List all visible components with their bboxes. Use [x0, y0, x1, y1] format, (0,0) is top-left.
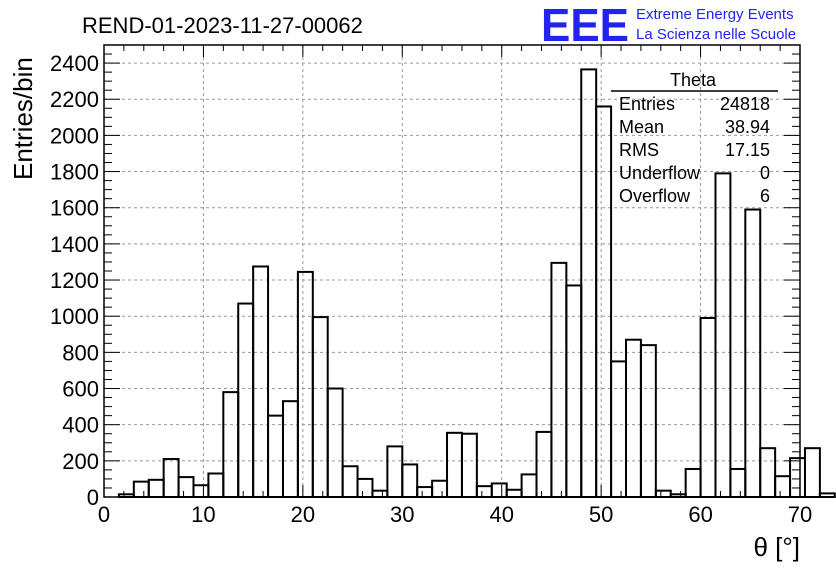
- y-tick-label: 2400: [50, 51, 99, 76]
- x-tick-label: 10: [191, 502, 215, 527]
- histogram-bin: [207, 472, 225, 499]
- histogram-bin: [803, 447, 821, 498]
- y-tick-label: 400: [62, 413, 99, 438]
- histogram-bin: [580, 68, 598, 499]
- histogram-bin: [625, 338, 642, 499]
- histogram-bin: [744, 208, 762, 498]
- histogram-bin: [446, 431, 463, 499]
- logo-line-2: La Scienza nelle Scuole: [636, 26, 796, 43]
- y-tick-label: 0: [87, 485, 99, 510]
- histogram-bin: [356, 477, 374, 499]
- histogram-bin: [460, 432, 478, 498]
- stats-label: Underflow: [619, 163, 701, 183]
- x-axis-title: θ [°]: [753, 532, 800, 562]
- histogram-bin: [699, 317, 717, 498]
- stats-rows: Entries 24818 Mean 38.94 RMS 17.15 Underflow 0 O…: [619, 94, 770, 206]
- stats-title: Theta: [670, 70, 717, 90]
- y-tick-label: 800: [62, 340, 99, 365]
- histogram-bin: [789, 457, 806, 498]
- axis-ticks: [103, 44, 801, 498]
- y-tick-label: 2200: [50, 87, 99, 112]
- histogram-bin: [535, 430, 553, 498]
- x-tick-label: 20: [291, 502, 315, 527]
- stats-value: 6: [760, 186, 770, 206]
- histogram-bin: [252, 265, 270, 499]
- histogram-bin: [192, 484, 210, 498]
- histogram-bin: [565, 284, 583, 498]
- histogram-bin: [371, 489, 389, 498]
- histogram-bin: [401, 463, 419, 498]
- eee-logo: EEE: [541, 0, 629, 51]
- histogram-bin: [326, 387, 344, 498]
- stats-value: 0: [760, 163, 770, 183]
- histogram-bin: [639, 344, 657, 498]
- histogram-bin: [595, 105, 613, 499]
- histogram-bin: [550, 261, 568, 499]
- histogram-bin: [654, 489, 672, 498]
- histogram-bin: [610, 360, 627, 498]
- histogram-bin: [684, 467, 702, 499]
- stats-label: Overflow: [619, 186, 691, 206]
- histogram-bin: [714, 172, 732, 498]
- histogram-bin: [431, 479, 449, 498]
- histogram-bin: [147, 478, 165, 499]
- x-tick-label: 40: [489, 502, 513, 527]
- y-axis-title: Entries/bin: [8, 57, 38, 180]
- histogram-bin: [177, 476, 195, 498]
- stats-label: RMS: [619, 140, 659, 160]
- histogram-bin: [759, 447, 777, 498]
- y-tick-label: 1000: [50, 304, 99, 329]
- histogram-bin: [296, 270, 314, 498]
- histogram-bin: [341, 465, 359, 499]
- histogram-bin: [311, 316, 329, 498]
- tick-labels: 0 10 20 30 40 50 60 700200400600800100012001400…: [50, 51, 812, 527]
- y-tick-label: 2000: [50, 123, 99, 148]
- grid-lines: [104, 45, 800, 497]
- plot-frame: [103, 44, 801, 498]
- histogram-bin: [818, 492, 836, 499]
- logo-line-1: Extreme Energy Events: [636, 6, 794, 23]
- x-tick-label: 70: [788, 502, 812, 527]
- histogram-bin: [774, 475, 792, 499]
- x-tick-label: 0: [98, 502, 110, 527]
- histogram-bin: [162, 458, 180, 499]
- histogram-bin: [281, 400, 299, 498]
- histogram-bin: [475, 485, 493, 499]
- stats-label: Entries: [619, 94, 675, 114]
- y-tick-label: 1800: [50, 160, 99, 185]
- histogram-bin: [132, 480, 150, 498]
- stats-value: 24818: [720, 94, 770, 114]
- x-tick-label: 60: [688, 502, 712, 527]
- histogram-bin: [490, 482, 508, 499]
- histogram-bin: [729, 467, 747, 499]
- y-tick-label: 1200: [50, 268, 99, 293]
- histogram-bin: [222, 391, 240, 498]
- stats-label: Mean: [619, 117, 664, 137]
- stats-value: 38.94: [725, 117, 770, 137]
- histogram-bin: [520, 473, 538, 498]
- histogram-bin: [237, 302, 255, 498]
- y-tick-label: 200: [62, 449, 99, 474]
- histogram-bin: [267, 414, 284, 499]
- stats-value: 17.15: [725, 140, 770, 160]
- histogram-bin: [386, 445, 404, 499]
- histogram-bin: [416, 486, 434, 498]
- y-tick-label: 1600: [50, 196, 99, 221]
- stats-box: Theta Entries 24818 Mean 38.94 RMS 17.15 Under…: [611, 70, 778, 206]
- x-tick-label: 50: [589, 502, 613, 527]
- y-tick-label: 600: [62, 377, 99, 402]
- x-tick-label: 30: [390, 502, 414, 527]
- y-tick-label: 1400: [50, 232, 99, 257]
- run-title: REND-01-2023-11-27-00062: [82, 13, 363, 38]
- histogram-bin: [505, 488, 523, 499]
